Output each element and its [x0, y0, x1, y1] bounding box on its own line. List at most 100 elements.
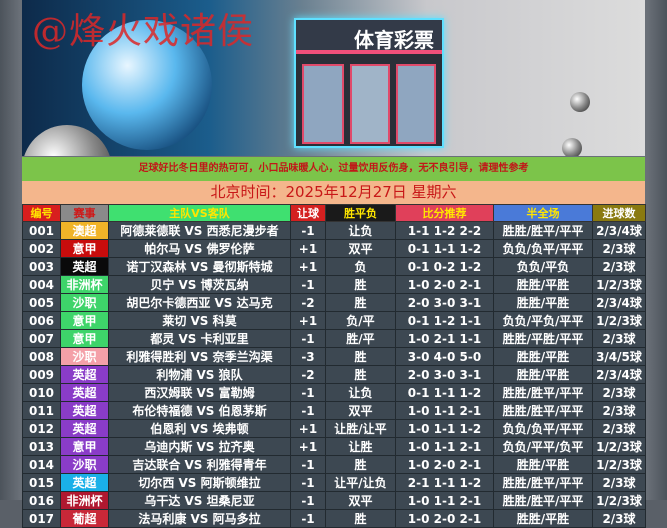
store-sign: 体育彩票: [296, 20, 442, 54]
match-teams: 切尔西 VS 阿斯顿维拉: [108, 473, 291, 492]
header-result: 胜平负: [325, 204, 396, 222]
result-pick: 胜: [325, 275, 396, 294]
score-picks: 2-1 1-1 1-2: [395, 473, 494, 492]
match-number: 007: [22, 329, 61, 348]
goals-pick: 1/2/3球: [592, 311, 646, 330]
league-badge: 非洲杯: [60, 275, 109, 294]
half-full-pick: 胜胜/平胜/平平: [493, 329, 593, 348]
half-full-pick: 负负/负平/平平: [493, 239, 593, 258]
league-badge: 沙职: [60, 347, 109, 366]
result-pick: 双平: [325, 401, 396, 420]
league-badge: 意甲: [60, 329, 109, 348]
league-badge: 澳超: [60, 221, 109, 240]
table-row: 015 英超 切尔西 VS 阿斯顿维拉 -1 让平/让负 2-1 1-1 1-2 胜胜/胜平…: [22, 473, 646, 492]
half-full-pick: 胜胜/胜平/平平: [493, 383, 593, 402]
match-teams: 法马利康 VS 阿马多拉: [108, 509, 291, 528]
league-badge: 英超: [60, 401, 109, 420]
goals-pick: 2/3/4球: [592, 221, 646, 240]
match-teams: 阿德莱德联 VS 西悉尼漫步者: [108, 221, 291, 240]
match-teams: 帕尔马 VS 佛罗伦萨: [108, 239, 291, 258]
score-picks: 1-0 1-1 2-1: [395, 401, 494, 420]
table-row: 002 意甲 帕尔马 VS 佛罗伦萨 +1 双平 0-1 1-1 1-2 负负/负平/平平 2…: [22, 239, 646, 258]
soccer-ball-icon: [22, 125, 112, 156]
result-pick: 胜: [325, 293, 396, 312]
result-pick: 让胜/让平: [325, 419, 396, 438]
handicap: -1: [290, 329, 326, 348]
handicap: -1: [290, 491, 326, 510]
league-badge: 沙职: [60, 455, 109, 474]
half-full-pick: 胜胜/平胜: [493, 275, 593, 294]
handicap: +1: [290, 257, 326, 276]
half-full-pick: 负负/平平/负平: [493, 437, 593, 456]
handicap: -1: [290, 401, 326, 420]
result-pick: 双平: [325, 239, 396, 258]
half-full-pick: 胜胜/平胜: [493, 293, 593, 312]
watermark: @烽火戏诸侯: [32, 11, 255, 52]
table-row: 003 英超 诺丁汉森林 VS 曼彻斯特城 +1 负 0-1 0-2 1-2 负负/平负 2/…: [22, 257, 646, 276]
score-picks: 1-0 1-1 2-1: [395, 491, 494, 510]
league-badge: 意甲: [60, 311, 109, 330]
table-row: 017 葡超 法马利康 VS 阿马多拉 -1 胜 1-0 2-0 2-1 胜胜/平胜 2/3球: [22, 509, 646, 528]
handicap: -1: [290, 221, 326, 240]
soccer-ball-icon: [562, 138, 582, 156]
result-pick: 双平: [325, 491, 396, 510]
result-pick: 胜/平: [325, 329, 396, 348]
half-full-pick: 胜胜/胜平/平平: [493, 221, 593, 240]
half-full-pick: 负负/平负/平平: [493, 311, 593, 330]
match-teams: 利物浦 VS 狼队: [108, 365, 291, 384]
half-full-pick: 负负/负平/平平: [493, 419, 593, 438]
league-badge: 英超: [60, 365, 109, 384]
score-picks: 1-0 2-0 2-1: [395, 509, 494, 528]
match-teams: 利雅得胜利 VS 奈季兰沟渠: [108, 347, 291, 366]
half-full-pick: 胜胜/胜平/平平: [493, 491, 593, 510]
header-match: 主队VS客队: [108, 204, 291, 222]
table-row: 008 沙职 利雅得胜利 VS 奈季兰沟渠 -3 胜 3-0 4-0 5-0 胜胜/平胜 3/…: [22, 347, 646, 366]
score-picks: 1-1 1-2 2-2: [395, 221, 494, 240]
match-number: 004: [22, 275, 61, 294]
score-picks: 1-0 2-0 2-1: [395, 275, 494, 294]
goals-pick: 1/2/3球: [592, 275, 646, 294]
match-teams: 西汉姆联 VS 富勒姆: [108, 383, 291, 402]
half-full-pick: 负负/平负: [493, 257, 593, 276]
header-scores: 比分推荐: [395, 204, 494, 222]
match-number: 015: [22, 473, 61, 492]
match-number: 013: [22, 437, 61, 456]
goals-pick: 1/2/3球: [592, 491, 646, 510]
half-full-pick: 胜胜/胜平/平平: [493, 401, 593, 420]
table-row: 012 英超 伯恩利 VS 埃弗顿 +1 让胜/让平 1-0 1-1 1-2 负负/负平/平…: [22, 419, 646, 438]
match-teams: 乌迪内斯 VS 拉齐奥: [108, 437, 291, 456]
handicap: +1: [290, 311, 326, 330]
score-picks: 0-1 1-1 1-2: [395, 383, 494, 402]
soccer-ball-icon: [570, 92, 590, 112]
result-pick: 负: [325, 257, 396, 276]
table-row: 013 意甲 乌迪内斯 VS 拉齐奥 +1 让胜 1-0 1-1 2-1 负负/平平/负平 1…: [22, 437, 646, 456]
goals-pick: 2/3球: [592, 329, 646, 348]
match-number: 006: [22, 311, 61, 330]
score-picks: 0-1 1-2 1-1: [395, 311, 494, 330]
table-row: 011 英超 布伦特福德 VS 伯恩茅斯 -1 双平 1-0 1-1 2-1 胜胜/胜平/平…: [22, 401, 646, 420]
header-handicap: 让球: [290, 204, 326, 222]
match-teams: 布伦特福德 VS 伯恩茅斯: [108, 401, 291, 420]
result-pick: 胜: [325, 455, 396, 474]
league-badge: 意甲: [60, 437, 109, 456]
lottery-store-illustration: 体育彩票: [294, 18, 444, 148]
match-teams: 贝宁 VS 博茨瓦纳: [108, 275, 291, 294]
goals-pick: 2/3球: [592, 473, 646, 492]
table-row: 016 非洲杯 乌干达 VS 坦桑尼亚 -1 双平 1-0 1-1 2-1 胜胜/胜平/平平…: [22, 491, 646, 510]
result-pick: 让负: [325, 221, 396, 240]
match-teams: 诺丁汉森林 VS 曼彻斯特城: [108, 257, 291, 276]
table-row: 006 意甲 莱切 VS 科莫 +1 负/平 0-1 1-2 1-1 负负/平负/平平 1/2…: [22, 311, 646, 330]
half-full-pick: 胜胜/平胜: [493, 455, 593, 474]
header-half-full: 半全场: [493, 204, 593, 222]
score-picks: 1-0 2-0 2-1: [395, 455, 494, 474]
header-number: 编号: [22, 204, 61, 222]
match-number: 016: [22, 491, 61, 510]
header-goals: 进球数: [592, 204, 646, 222]
result-pick: 胜: [325, 347, 396, 366]
goals-pick: 2/3/4球: [592, 293, 646, 312]
score-picks: 1-0 1-1 2-1: [395, 437, 494, 456]
handicap: +1: [290, 437, 326, 456]
handicap: -1: [290, 473, 326, 492]
result-pick: 让负: [325, 383, 396, 402]
goals-pick: 2/3球: [592, 509, 646, 528]
